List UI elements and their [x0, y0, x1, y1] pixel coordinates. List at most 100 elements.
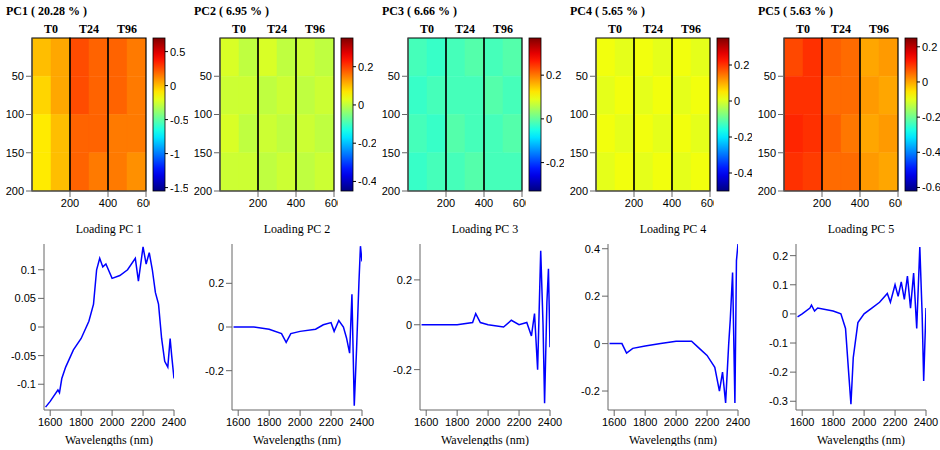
svg-text:150: 150	[6, 147, 24, 159]
svg-text:Wavelengths (nm): Wavelengths (nm)	[65, 433, 153, 446]
svg-text:-0.2: -0.2	[734, 131, 752, 143]
svg-text:2200: 2200	[507, 416, 531, 428]
svg-text:T24: T24	[267, 22, 287, 36]
svg-text:0.4: 0.4	[585, 243, 600, 255]
svg-text:T0: T0	[44, 22, 58, 36]
svg-text:1600: 1600	[602, 416, 626, 428]
svg-text:150: 150	[194, 147, 212, 159]
svg-text:1600: 1600	[790, 416, 814, 428]
svg-text:150: 150	[570, 147, 588, 159]
svg-text:-0.3: -0.3	[769, 395, 788, 407]
svg-text:600: 600	[889, 197, 902, 209]
svg-text:T24: T24	[455, 22, 475, 36]
svg-text:200: 200	[570, 185, 588, 197]
svg-text:Wavelengths (nm): Wavelengths (nm)	[817, 433, 905, 446]
svg-text:-0.1: -0.1	[769, 337, 788, 349]
svg-text:2400: 2400	[538, 416, 562, 428]
svg-text:T24: T24	[831, 22, 851, 36]
svg-text:0: 0	[922, 76, 928, 88]
svg-text:200: 200	[194, 185, 212, 197]
svg-text:200: 200	[437, 197, 455, 209]
svg-text:0: 0	[30, 321, 36, 333]
svg-text:-0.6: -0.6	[922, 181, 940, 193]
svg-text:1800: 1800	[69, 416, 93, 428]
svg-text:2000: 2000	[852, 416, 876, 428]
svg-text:T96: T96	[869, 22, 889, 36]
svg-text:Wavelengths (nm): Wavelengths (nm)	[441, 433, 529, 446]
svg-text:2400: 2400	[914, 416, 938, 428]
svg-text:2200: 2200	[695, 416, 719, 428]
svg-text:50: 50	[12, 70, 24, 82]
svg-text:50: 50	[200, 70, 212, 82]
svg-text:T96: T96	[681, 22, 701, 36]
svg-text:100: 100	[194, 108, 212, 120]
svg-text:0: 0	[546, 113, 552, 125]
svg-text:100: 100	[382, 108, 400, 120]
svg-text:600: 600	[513, 197, 526, 209]
svg-text:600: 600	[701, 197, 714, 209]
svg-text:Wavelengths (nm): Wavelengths (nm)	[253, 433, 341, 446]
svg-text:200: 200	[249, 197, 267, 209]
svg-text:T24: T24	[643, 22, 663, 36]
svg-text:T0: T0	[232, 22, 246, 36]
svg-text:T96: T96	[493, 22, 513, 36]
svg-text:-0.5: -0.5	[170, 114, 188, 126]
svg-text:0: 0	[406, 319, 412, 331]
svg-text:-0.2: -0.2	[922, 111, 940, 123]
svg-text:0.2: 0.2	[922, 41, 937, 53]
svg-text:-0.4: -0.4	[922, 146, 940, 158]
svg-text:200: 200	[625, 197, 643, 209]
svg-text:T96: T96	[117, 22, 137, 36]
svg-text:2000: 2000	[100, 416, 124, 428]
svg-text:1800: 1800	[445, 416, 469, 428]
svg-text:600: 600	[137, 197, 150, 209]
svg-text:200: 200	[382, 185, 400, 197]
svg-text:200: 200	[6, 185, 24, 197]
svg-text:-0.2: -0.2	[393, 364, 412, 376]
svg-text:2000: 2000	[288, 416, 312, 428]
svg-text:400: 400	[475, 197, 493, 209]
svg-text:0.2: 0.2	[773, 250, 788, 262]
svg-text:100: 100	[6, 108, 24, 120]
svg-text:2200: 2200	[319, 416, 343, 428]
svg-text:2400: 2400	[726, 416, 750, 428]
svg-text:1600: 1600	[414, 416, 438, 428]
svg-text:T0: T0	[796, 22, 810, 36]
svg-text:400: 400	[287, 197, 305, 209]
svg-text:-0.2: -0.2	[769, 366, 788, 378]
svg-text:0.2: 0.2	[209, 277, 224, 289]
svg-text:-0.2: -0.2	[205, 365, 224, 377]
svg-text:0.2: 0.2	[546, 69, 561, 81]
svg-text:2400: 2400	[162, 416, 186, 428]
svg-text:150: 150	[758, 147, 776, 159]
svg-text:50: 50	[388, 70, 400, 82]
svg-text:-0.2: -0.2	[581, 385, 600, 397]
svg-text:2200: 2200	[131, 416, 155, 428]
svg-text:1600: 1600	[38, 416, 62, 428]
svg-text:T24: T24	[79, 22, 99, 36]
svg-text:-0.05: -0.05	[11, 350, 36, 362]
svg-text:-0.1: -0.1	[17, 378, 36, 390]
svg-text:T0: T0	[420, 22, 434, 36]
svg-text:0.2: 0.2	[734, 59, 749, 71]
svg-text:0: 0	[358, 99, 364, 111]
svg-text:0.5: 0.5	[170, 46, 185, 58]
svg-text:400: 400	[663, 197, 681, 209]
svg-text:150: 150	[382, 147, 400, 159]
svg-text:0: 0	[782, 308, 788, 320]
svg-text:-1: -1	[170, 148, 180, 160]
svg-text:0.2: 0.2	[397, 274, 412, 286]
svg-text:-0.2: -0.2	[546, 157, 564, 169]
svg-text:200: 200	[813, 197, 831, 209]
svg-text:0.05: 0.05	[15, 292, 36, 304]
svg-text:2000: 2000	[664, 416, 688, 428]
svg-text:0: 0	[170, 80, 176, 92]
svg-text:-0.4: -0.4	[358, 175, 376, 187]
svg-text:0: 0	[594, 338, 600, 350]
svg-text:-1.5: -1.5	[170, 182, 188, 194]
svg-text:0.2: 0.2	[585, 290, 600, 302]
svg-text:1800: 1800	[633, 416, 657, 428]
svg-text:2000: 2000	[476, 416, 500, 428]
svg-text:0.1: 0.1	[21, 264, 36, 276]
svg-text:0: 0	[734, 95, 740, 107]
